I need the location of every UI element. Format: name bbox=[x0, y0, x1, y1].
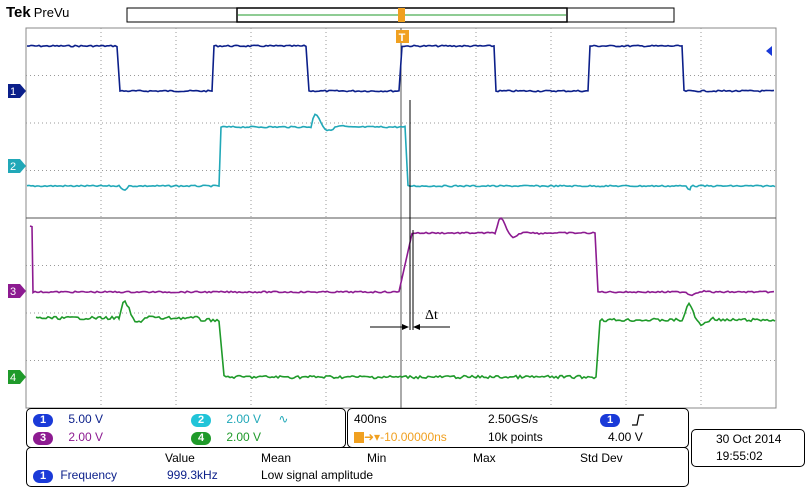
svg-text:2: 2 bbox=[10, 161, 16, 173]
measure-channel-badge: 1 bbox=[33, 470, 53, 483]
bandwidth-limit-icon: ∿ bbox=[278, 412, 289, 426]
trigger-delay: -10.00000ns bbox=[380, 430, 447, 444]
trigger-position-marker[interactable] bbox=[396, 30, 409, 43]
measure-name: Frequency bbox=[60, 468, 118, 482]
trigger-source-badge: 1 bbox=[600, 414, 620, 427]
measure-value: 999.3kHz bbox=[167, 468, 218, 482]
timebase-trigger-panel: 400ns 2.50GS/s 1 ➜▾-10.00000ns 10k point… bbox=[347, 408, 689, 448]
measure-header-min: Min bbox=[367, 451, 387, 465]
acquisition-mode: PreVu bbox=[33, 5, 70, 20]
ch2-waveform bbox=[26, 113, 776, 191]
ch3-waveform bbox=[29, 217, 775, 297]
brand-logo: Tek PreVu bbox=[6, 4, 69, 21]
ch2-badge: 2 bbox=[191, 414, 211, 427]
measure-header-value: Value bbox=[165, 451, 195, 465]
trigger-source-readout[interactable]: 1 bbox=[600, 412, 645, 427]
measurement-row[interactable]: 1 Frequency bbox=[33, 468, 117, 483]
measure-header-stddev: Std Dev bbox=[580, 451, 623, 465]
ch4-scale-readout[interactable]: 4 2.00 V bbox=[191, 430, 261, 445]
date: 30 Oct 2014 bbox=[716, 432, 782, 446]
trigger-level-arrow[interactable] bbox=[766, 46, 772, 56]
trigger-delay-readout[interactable]: ➜▾-10.00000ns bbox=[354, 430, 447, 444]
ch4-waveform bbox=[35, 299, 776, 380]
svg-text:4: 4 bbox=[10, 372, 16, 384]
datetime-panel: 30 Oct 2014 19:55:02 bbox=[691, 429, 805, 467]
ch2-scale: 2.00 V bbox=[226, 412, 262, 426]
channel-scale-panel: 1 5.00 V 2 2.00 V ∿ 3 2.00 V 4 2.00 V bbox=[26, 408, 346, 448]
ch1-scale: 5.00 V bbox=[68, 412, 104, 426]
measurement-panel: Value Mean Min Max Std Dev 1 Frequency 9… bbox=[26, 447, 689, 487]
ch3-badge: 3 bbox=[33, 432, 53, 445]
delay-arrow-icon: ➜▾ bbox=[364, 430, 381, 444]
ch2-scale-readout[interactable]: 2 2.00 V ∿ bbox=[191, 412, 288, 427]
time-per-division[interactable]: 400ns bbox=[354, 412, 387, 426]
svg-text:3: 3 bbox=[10, 286, 16, 298]
trigger-level[interactable]: 4.00 V bbox=[608, 430, 643, 444]
ch1-badge: 1 bbox=[33, 414, 53, 427]
ch3-scale: 2.00 V bbox=[68, 430, 104, 444]
ch1-scale-readout[interactable]: 1 5.00 V bbox=[33, 412, 103, 427]
ch4-scale: 2.00 V bbox=[226, 430, 262, 444]
ch3-ground-marker[interactable]: 3 bbox=[8, 284, 26, 298]
rising-edge-icon bbox=[632, 414, 645, 426]
measure-header-max: Max bbox=[473, 451, 496, 465]
ch1-ground-marker[interactable]: 1 bbox=[8, 84, 26, 98]
sample-rate: 2.50GS/s bbox=[488, 412, 539, 426]
trigger-position-label: T bbox=[399, 32, 406, 44]
ch3-scale-readout[interactable]: 3 2.00 V bbox=[33, 430, 103, 445]
trigger-marker-icon bbox=[354, 432, 364, 444]
record-length: 10k points bbox=[488, 430, 543, 444]
delta-t-label: Δt bbox=[425, 308, 438, 323]
graticule-grid bbox=[26, 28, 776, 408]
ch4-ground-marker[interactable]: 4 bbox=[8, 370, 26, 384]
svg-text:1: 1 bbox=[10, 86, 16, 98]
measure-header-mean: Mean bbox=[261, 451, 292, 465]
ch1-waveform bbox=[26, 44, 775, 93]
time: 19:55:02 bbox=[716, 449, 763, 463]
overview-trigger-marker bbox=[398, 8, 405, 22]
measure-note: Low signal amplitude bbox=[261, 468, 374, 482]
brand-name: Tek bbox=[6, 4, 31, 21]
ch4-badge: 4 bbox=[191, 432, 211, 445]
ch2-ground-marker[interactable]: 2 bbox=[8, 159, 26, 173]
delta-t-annotation: Δt bbox=[370, 100, 450, 330]
